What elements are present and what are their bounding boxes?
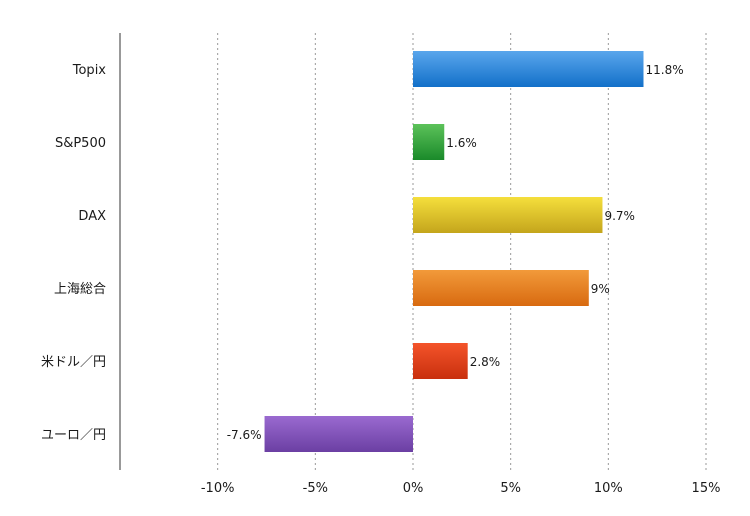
bar bbox=[413, 343, 468, 379]
x-tick-label: 0% bbox=[403, 481, 424, 496]
bar bbox=[413, 124, 445, 160]
category-label: DAX bbox=[78, 209, 106, 224]
data-label: -7.6% bbox=[227, 428, 262, 442]
x-tick-label: 15% bbox=[692, 481, 721, 496]
x-tick-label: 10% bbox=[594, 481, 623, 496]
data-label: 1.6% bbox=[446, 136, 477, 150]
x-tick-label: -5% bbox=[303, 481, 328, 496]
gridlines bbox=[217, 33, 707, 470]
category-label: Topix bbox=[72, 63, 107, 78]
bars bbox=[264, 51, 644, 452]
x-tick-labels: -10% -5% 0% 5% 10% 15% bbox=[201, 481, 721, 496]
category-label: 米ドル／円 bbox=[41, 355, 106, 370]
bar bbox=[413, 270, 589, 306]
data-label: 2.8% bbox=[470, 355, 501, 369]
x-tick-label: -10% bbox=[201, 481, 235, 496]
category-label: 上海総合 bbox=[54, 282, 106, 297]
bar bbox=[413, 197, 603, 233]
data-label: 9.7% bbox=[604, 209, 635, 223]
data-label: 11.8% bbox=[645, 63, 683, 77]
category-label: ユーロ／円 bbox=[41, 428, 106, 443]
category-label: S&P500 bbox=[55, 136, 106, 151]
data-labels: 11.8% 1.6% 9.7% 9% 2.8% -7.6% bbox=[227, 63, 684, 442]
bar bbox=[264, 416, 413, 452]
bar bbox=[413, 51, 644, 87]
data-label: 9% bbox=[591, 282, 610, 296]
x-tick-label: 5% bbox=[500, 481, 521, 496]
